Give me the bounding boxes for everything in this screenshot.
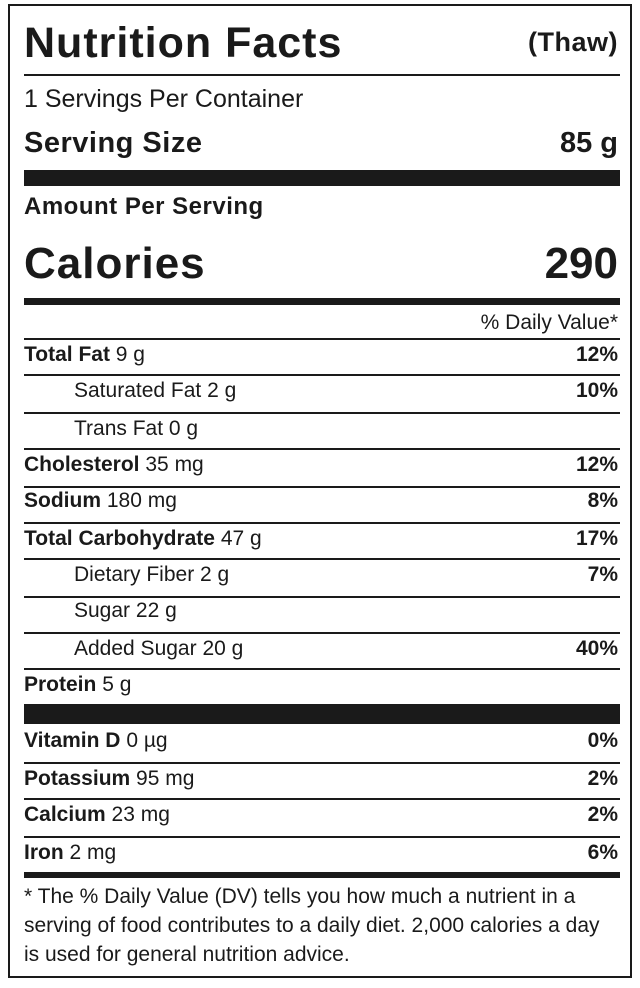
label-title: Nutrition Facts bbox=[24, 19, 343, 67]
row-divider bbox=[24, 836, 620, 838]
medium-divider bbox=[24, 298, 620, 305]
nutrient-daily-value: 2% bbox=[587, 803, 618, 826]
nutrient-name: Trans Fat bbox=[74, 417, 164, 440]
nutrient-amount: 0 g bbox=[168, 417, 199, 440]
nutrient-daily-value: 7% bbox=[587, 563, 618, 586]
nutrient-label: Potassium 95 mg bbox=[24, 766, 194, 792]
vitamin-row-iron: Iron 2 mg 6% bbox=[24, 840, 620, 866]
nutrient-daily-value: 17% bbox=[575, 527, 618, 550]
nutrient-label: Calcium 23 mg bbox=[24, 802, 170, 828]
nutrient-label: Iron 2 mg bbox=[24, 840, 116, 866]
nutrient-name: Sodium bbox=[24, 489, 101, 512]
row-divider bbox=[24, 412, 620, 414]
nutrient-row-cholesterol: Cholesterol 35 mg 12% bbox=[24, 452, 620, 478]
nutrient-daily-value: 40% bbox=[575, 637, 618, 660]
nutrient-name: Potassium bbox=[24, 767, 131, 790]
amount-per-serving: Amount Per Serving bbox=[24, 193, 264, 220]
nutrient-daily-value: 0% bbox=[587, 729, 618, 752]
servings-per-container: 1 Servings Per Container bbox=[24, 85, 304, 113]
nutrient-label: Protein 5 g bbox=[24, 672, 131, 698]
nutrient-amount: 23 mg bbox=[111, 803, 170, 826]
nutrient-amount: 47 g bbox=[220, 527, 262, 550]
row-divider bbox=[24, 558, 620, 560]
nutrient-label: Trans Fat 0 g bbox=[24, 416, 198, 442]
nutrient-daily-value: 8% bbox=[587, 489, 618, 512]
nutrient-amount: 2 g bbox=[207, 379, 237, 402]
thick-divider bbox=[24, 170, 620, 186]
label-qualifier: (Thaw) bbox=[528, 27, 618, 57]
nutrient-daily-value: 10% bbox=[575, 379, 618, 402]
nutrient-daily-value: 6% bbox=[587, 841, 618, 864]
nutrient-label: Added Sugar 20 g bbox=[24, 636, 243, 662]
nutrient-row-dietary-fiber: Dietary Fiber 2 g 7% bbox=[24, 562, 620, 588]
row-divider bbox=[24, 522, 620, 524]
nutrient-label: Dietary Fiber 2 g bbox=[24, 562, 229, 588]
nutrient-name: Total Fat bbox=[24, 343, 110, 366]
vitamin-row-vitamin-d: Vitamin D 0 µg 0% bbox=[24, 728, 620, 754]
nutrient-name: Protein bbox=[24, 673, 97, 696]
nutrient-amount: 35 mg bbox=[145, 453, 204, 476]
nutrient-name: Calcium bbox=[24, 803, 106, 826]
nutrient-row-protein: Protein 5 g bbox=[24, 672, 620, 698]
calories-value: 290 bbox=[544, 239, 618, 288]
nutrient-name: Sugar bbox=[74, 599, 131, 622]
nutrient-row-trans-fat: Trans Fat 0 g bbox=[24, 416, 620, 442]
nutrient-name: Saturated Fat bbox=[74, 379, 202, 402]
nutrient-amount: 20 g bbox=[202, 637, 244, 660]
nutrient-amount: 95 mg bbox=[136, 767, 195, 790]
row-divider bbox=[24, 632, 620, 634]
calories-label: Calories bbox=[24, 239, 206, 288]
nutrient-row-total-fat: Total Fat 9 g 12% bbox=[24, 342, 620, 368]
nutrient-label: Total Carbohydrate 47 g bbox=[24, 526, 262, 552]
nutrient-amount: 5 g bbox=[102, 673, 132, 696]
nutrient-label: Vitamin D 0 µg bbox=[24, 728, 168, 754]
nutrition-facts-label: Nutrition Facts (Thaw) 1 Servings Per Co… bbox=[8, 4, 632, 978]
row-divider bbox=[24, 486, 620, 488]
serving-size-label: Serving Size bbox=[24, 127, 203, 159]
row-divider bbox=[24, 338, 620, 340]
nutrient-daily-value: 2% bbox=[587, 767, 618, 790]
vitamin-row-calcium: Calcium 23 mg 2% bbox=[24, 802, 620, 828]
medium-divider bbox=[24, 872, 620, 878]
nutrient-name: Vitamin D bbox=[24, 729, 121, 752]
daily-value-header: % Daily Value* bbox=[480, 311, 618, 334]
nutrient-label: Saturated Fat 2 g bbox=[24, 378, 236, 404]
thick-divider bbox=[24, 704, 620, 724]
nutrient-row-total-carbohydrate: Total Carbohydrate 47 g 17% bbox=[24, 526, 620, 552]
nutrient-label: Cholesterol 35 mg bbox=[24, 452, 204, 478]
nutrient-amount: 0 µg bbox=[126, 729, 168, 752]
nutrient-amount: 22 g bbox=[135, 599, 177, 622]
nutrient-row-added-sugar: Added Sugar 20 g 40% bbox=[24, 636, 620, 662]
nutrient-name: Iron bbox=[24, 841, 64, 864]
nutrient-row-saturated-fat: Saturated Fat 2 g 10% bbox=[24, 378, 620, 404]
divider bbox=[24, 74, 620, 76]
row-divider bbox=[24, 798, 620, 800]
nutrient-label: Total Fat 9 g bbox=[24, 342, 145, 368]
row-divider bbox=[24, 374, 620, 376]
nutrient-amount: 180 mg bbox=[106, 489, 177, 512]
nutrient-name: Cholesterol bbox=[24, 453, 140, 476]
nutrient-daily-value: 12% bbox=[575, 343, 618, 366]
vitamin-row-potassium: Potassium 95 mg 2% bbox=[24, 766, 620, 792]
nutrient-amount: 9 g bbox=[115, 343, 145, 366]
nutrient-label: Sodium 180 mg bbox=[24, 488, 177, 514]
daily-value-footnote: * The % Daily Value (DV) tells you how m… bbox=[24, 885, 600, 966]
nutrient-name: Total Carbohydrate bbox=[24, 527, 215, 550]
nutrient-row-sugar: Sugar 22 g bbox=[24, 598, 620, 624]
row-divider bbox=[24, 596, 620, 598]
row-divider bbox=[24, 448, 620, 450]
nutrient-amount: 2 mg bbox=[69, 841, 117, 864]
nutrient-name: Added Sugar bbox=[74, 637, 197, 660]
row-divider bbox=[24, 668, 620, 670]
nutrient-row-sodium: Sodium 180 mg 8% bbox=[24, 488, 620, 514]
nutrient-label: Sugar 22 g bbox=[24, 598, 177, 624]
nutrient-amount: 2 g bbox=[200, 563, 230, 586]
nutrient-name: Dietary Fiber bbox=[74, 563, 195, 586]
serving-size-value: 85 g bbox=[559, 127, 618, 159]
nutrient-daily-value: 12% bbox=[575, 453, 618, 476]
row-divider bbox=[24, 762, 620, 764]
